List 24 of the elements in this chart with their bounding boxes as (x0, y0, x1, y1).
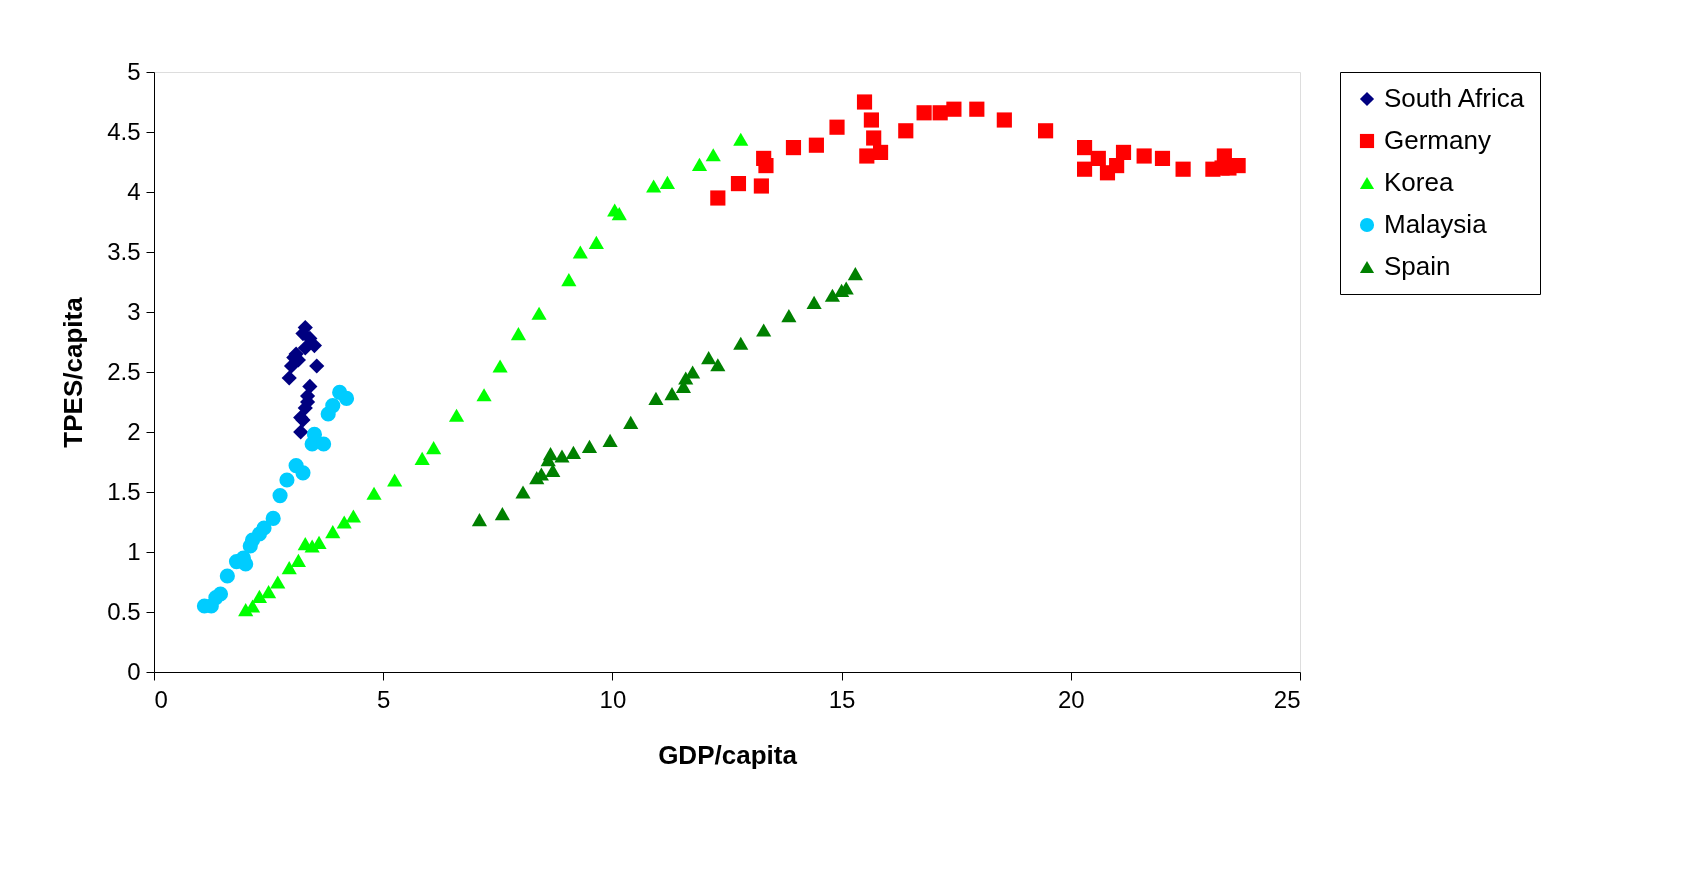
y-tick-label: 3.5 (107, 237, 141, 265)
y-tick-label: 0 (127, 657, 141, 685)
y-tick-label: 1 (127, 537, 141, 565)
x-tick-label: 0 (154, 685, 168, 713)
y-tick-label: 1.5 (107, 477, 141, 505)
x-tick-label: 10 (599, 685, 627, 713)
y-tick-label: 4 (127, 177, 141, 205)
x-tick-label: 20 (1057, 685, 1085, 713)
y-tick-label: 2 (127, 417, 141, 445)
y-tick-label: 0.5 (107, 597, 141, 625)
legend-label: Germany (1384, 125, 1491, 155)
y-tick-label: 4.5 (107, 117, 141, 145)
legend-label: Korea (1384, 167, 1454, 197)
legend-label: Malaysia (1384, 209, 1488, 239)
y-tick-label: 2.5 (107, 357, 141, 385)
x-axis-title: GDP/capita (658, 739, 798, 770)
legend-label: South Africa (1384, 83, 1525, 113)
x-tick-label: 15 (828, 685, 856, 713)
x-tick-label: 5 (377, 685, 391, 713)
y-tick-label: 3 (127, 297, 141, 325)
y-tick-label: 5 (127, 57, 141, 85)
x-tick-label: 25 (1273, 685, 1301, 713)
y-axis-title: TPES/capita (58, 296, 89, 448)
legend-label: Spain (1384, 251, 1451, 281)
